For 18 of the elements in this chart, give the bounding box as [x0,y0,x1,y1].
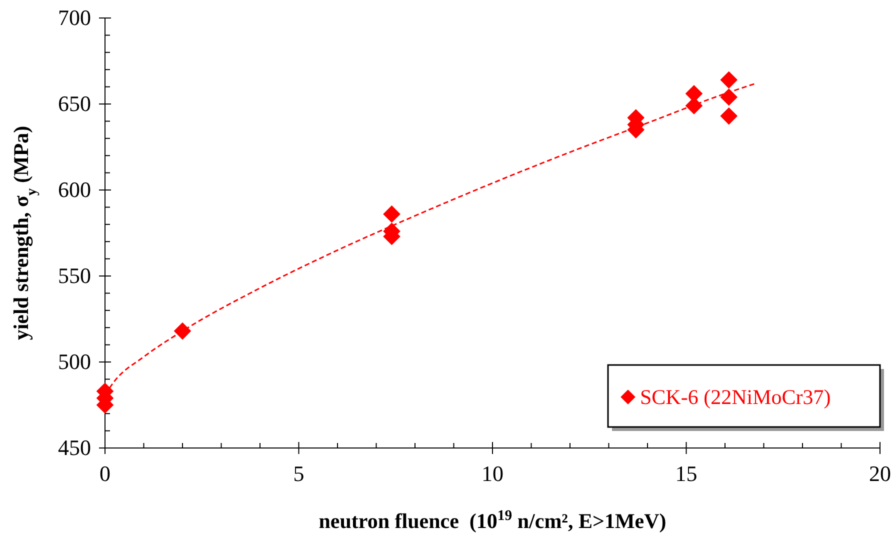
point [720,88,738,106]
y-tick-label: 600 [58,177,91,202]
y-tick-label: 700 [58,5,91,30]
point [174,322,192,340]
x-tick-label: 0 [100,461,110,486]
y-tick-label: 500 [58,349,91,374]
x-tick-label: 5 [293,461,304,486]
x-tick-label: 20 [869,461,891,486]
x-axis-title: neutron fluence (10$^{19}$ n/cm², E>1MeV) [318,508,666,533]
point [720,71,738,89]
point [383,205,400,223]
x-tick-label: 15 [675,461,698,486]
y-tick-label: 550 [58,263,91,288]
legend-label: SCK-6 (22NiMoCr37) [640,385,831,409]
x-tick-label: 10 [482,461,504,486]
y-tick-label: 650 [58,91,91,116]
y-tick-label: 450 [58,435,91,460]
point [720,107,738,125]
